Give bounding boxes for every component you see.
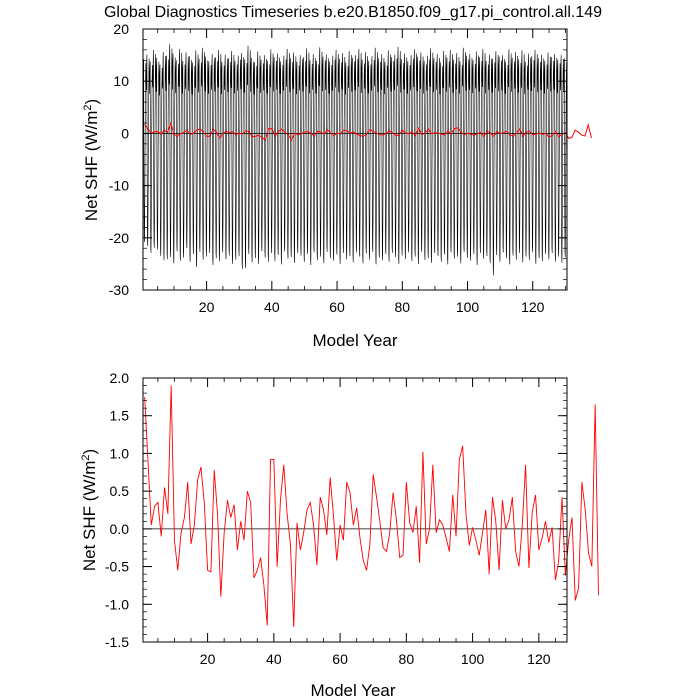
y-tick-label: 2.0 — [110, 370, 130, 386]
x-tick-label: 80 — [395, 299, 411, 315]
x-tick-label: 40 — [264, 299, 280, 315]
y-tick-label: 0.0 — [110, 521, 130, 537]
bottom-x-axis-label: Model Year — [310, 681, 395, 700]
y-tick-label: 1.5 — [110, 408, 130, 424]
y-tick-label: -1.5 — [105, 634, 129, 650]
y-tick-label: -0.5 — [105, 559, 129, 575]
monthly-series — [142, 44, 568, 276]
top-plot-frame — [142, 28, 568, 291]
bottom-panel: 20 40 60 80 100 120 -1.5 -1.0 -0.5 0.0 0.5 1.0 1.5 2.… — [80, 370, 599, 700]
annual-mean-line — [144, 121, 592, 142]
x-tick-label: 40 — [266, 651, 282, 667]
y-tick-label: -20 — [109, 230, 129, 246]
y-tick-label: 0 — [121, 125, 129, 141]
bottom-plot-area — [142, 377, 599, 643]
annual-mean-series — [144, 385, 599, 627]
y-tick-label: 20 — [113, 21, 129, 37]
figure-title: Global Diagnostics Timeseries b.e20.B185… — [104, 4, 602, 21]
x-tick-label: 120 — [527, 651, 551, 667]
x-tick-label: 100 — [456, 299, 480, 315]
top-x-axis-label: Model Year — [312, 331, 397, 350]
x-tick-label: 60 — [329, 299, 345, 315]
bottom-plot-frame — [142, 377, 568, 643]
y-tick-label: 0.5 — [110, 483, 130, 499]
y-tick-label: -30 — [109, 282, 129, 298]
bottom-axis-ticks: 20 40 60 80 100 120 -1.5 -1.0 -0.5 0.0 0.5 1.0 1.5 2.… — [105, 370, 567, 667]
x-tick-label: 100 — [461, 651, 485, 667]
y-tick-label: -1.0 — [105, 596, 129, 612]
annual-mean-line — [144, 385, 599, 627]
x-tick-label: 60 — [332, 651, 348, 667]
monthly-series-line — [142, 44, 568, 276]
y-tick-label: 10 — [113, 73, 129, 89]
x-tick-label: 20 — [200, 651, 216, 667]
annual-mean-series — [144, 121, 592, 142]
top-axis-ticks: 20 40 60 80 100 120 -30 -20 -10 0 10 20 — [109, 21, 567, 315]
bottom-y-axis-label: Net SHF (W/m2) — [80, 449, 99, 571]
y-tick-label: -10 — [109, 178, 129, 194]
top-plot-area — [142, 28, 592, 291]
x-tick-label: 20 — [199, 299, 215, 315]
y-tick-label: 1.0 — [110, 445, 130, 461]
x-tick-label: 80 — [399, 651, 415, 667]
top-y-axis-label: Net SHF (W/m2) — [82, 99, 101, 221]
x-tick-label: 120 — [521, 299, 545, 315]
